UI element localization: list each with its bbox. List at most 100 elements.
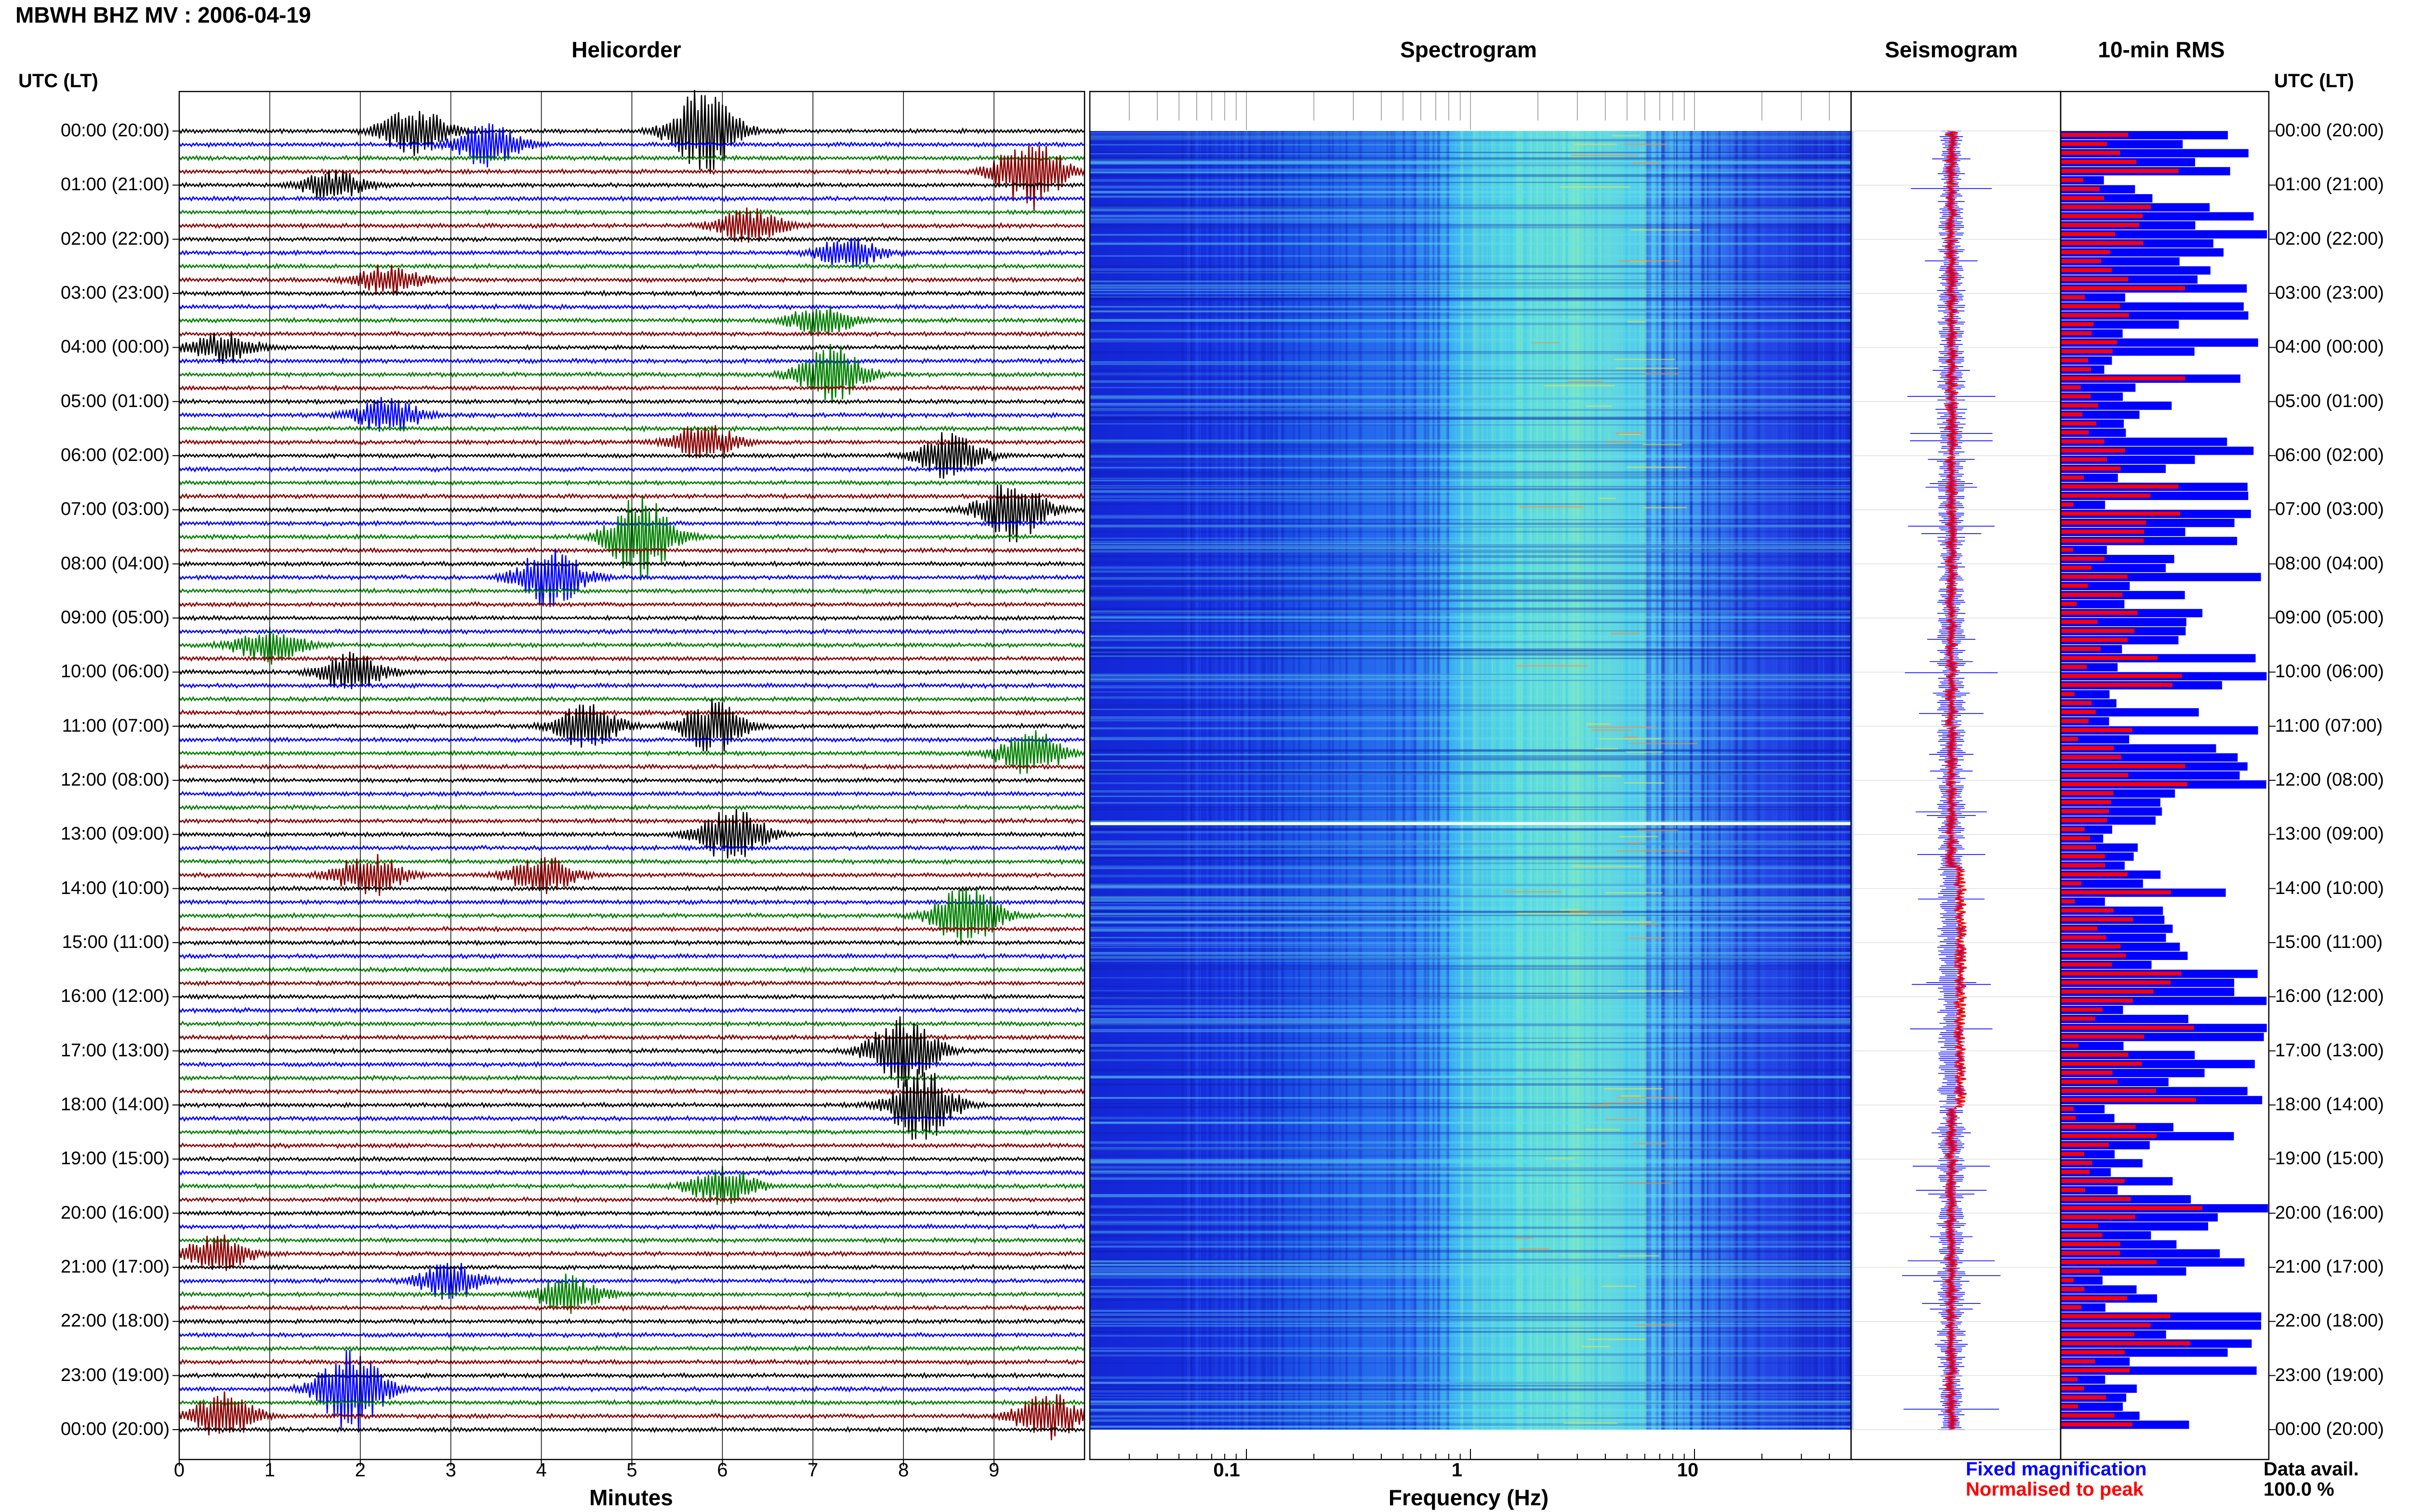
- spectrogram-band: [1519, 131, 1520, 1430]
- rms-bar-normalised: [2061, 665, 2087, 669]
- spectrogram-row: [1090, 153, 1851, 155]
- spectrogram-row: [1090, 635, 1851, 638]
- spectrogram-row: [1090, 1166, 1851, 1168]
- rms-bar-normalised: [2061, 412, 2082, 417]
- spectrogram-row: [1090, 791, 1851, 795]
- spectrogram-row: [1090, 1382, 1851, 1384]
- frequency-axis-label: Frequency (Hz): [1388, 1485, 1549, 1510]
- spectrogram-band: [1410, 131, 1414, 1430]
- spectrogram-band: [1713, 131, 1716, 1430]
- spectrogram-band: [1278, 131, 1281, 1430]
- spectrogram-band: [1462, 131, 1463, 1430]
- spectrogram-band: [1386, 131, 1389, 1430]
- spectrogram-row: [1090, 736, 1851, 739]
- spectrogram-band: [1673, 131, 1675, 1430]
- rms-bar-normalised: [2061, 611, 2138, 615]
- spectrogram-row: [1090, 499, 1851, 502]
- time-label-right: 23:00 (19:00): [2275, 1365, 2384, 1385]
- spectrogram-row: [1090, 1194, 1851, 1196]
- spectrogram-row: [1090, 380, 1851, 383]
- spectrogram-row: [1090, 617, 1851, 618]
- spectrogram-row: [1090, 1394, 1851, 1396]
- spectrogram-row: [1090, 596, 1851, 600]
- spectrogram-band: [1775, 131, 1779, 1430]
- spectrogram-band: [1682, 131, 1685, 1430]
- spectrogram-hotspot: [1630, 229, 1700, 231]
- spectrogram-row: [1090, 163, 1851, 165]
- spectrogram-row: [1090, 1426, 1851, 1428]
- spectrogram-band: [1209, 131, 1212, 1430]
- utc-label-left: UTC (LT): [18, 70, 98, 92]
- time-label-left: 15:00 (11:00): [62, 932, 170, 952]
- rms-bar-normalised: [2061, 1395, 2106, 1400]
- spectrogram-band: [1260, 131, 1263, 1430]
- spectrogram-row: [1090, 577, 1851, 580]
- spectrogram-band: [1432, 131, 1434, 1430]
- rms-bar-normalised: [2061, 827, 2085, 831]
- spectrogram-row: [1090, 136, 1851, 139]
- spectrogram-band: [1463, 131, 1464, 1430]
- spectrogram-band: [1308, 131, 1310, 1430]
- spectrogram-row: [1090, 727, 1851, 730]
- spectrogram-row: [1090, 590, 1851, 591]
- spectrogram-row: [1090, 134, 1851, 137]
- spectrogram-row: [1090, 160, 1851, 162]
- spectrogram-row: [1090, 599, 1851, 600]
- spectrogram-row: [1090, 224, 1851, 226]
- spectrogram-row: [1090, 929, 1851, 932]
- spectrogram-row: [1090, 540, 1851, 543]
- spectrogram-hotspot: [1626, 842, 1643, 844]
- spectrogram-row: [1090, 1044, 1851, 1047]
- spectrogram-band: [1690, 131, 1693, 1430]
- rms-bar-normalised: [2061, 800, 2111, 804]
- spectrogram-row: [1090, 204, 1851, 206]
- spectrogram-row: [1090, 1059, 1851, 1062]
- rms-bar-normalised: [2061, 782, 2187, 787]
- time-label-right: 15:00 (11:00): [2275, 932, 2383, 952]
- spectrogram-row: [1090, 1231, 1851, 1234]
- spectrogram-row: [1090, 771, 1851, 774]
- time-label-right: 09:00 (05:00): [2275, 607, 2384, 628]
- spectrogram-row: [1090, 1158, 1851, 1161]
- spectrogram-row: [1090, 943, 1851, 945]
- rms-bar-normalised: [2061, 1062, 2142, 1066]
- spectrogram-row: [1090, 995, 1851, 999]
- spectrogram-row: [1090, 570, 1851, 573]
- spectrogram-band: [1663, 131, 1664, 1430]
- spectrogram-row: [1090, 621, 1851, 623]
- spectrogram-band: [1425, 131, 1427, 1430]
- spectrogram-band: [1447, 131, 1449, 1430]
- spectrogram-row: [1090, 397, 1851, 400]
- spectrogram-row: [1090, 655, 1851, 657]
- spectrogram-row: [1090, 466, 1851, 469]
- spectrogram-row: [1090, 219, 1851, 222]
- spectrogram-hotspot: [1581, 1346, 1610, 1348]
- spectrogram-row: [1090, 157, 1851, 160]
- spectrogram-band: [1346, 131, 1348, 1430]
- spectrogram-band: [1292, 131, 1294, 1430]
- spectrogram-band: [1511, 131, 1513, 1430]
- spectrogram-row: [1090, 572, 1851, 575]
- spectrogram-row: [1090, 222, 1851, 224]
- rms-bar-normalised: [2061, 737, 2078, 741]
- spectrogram-band: [1517, 131, 1520, 1430]
- spectrogram-row: [1090, 369, 1851, 371]
- rms-bar-normalised: [2061, 1179, 2125, 1183]
- spectrogram-row: [1090, 1275, 1851, 1276]
- spectrogram-band: [1789, 131, 1791, 1430]
- spectrogram-row: [1090, 566, 1851, 568]
- spectrogram-hotspot: [1628, 743, 1698, 745]
- spectrogram-hotspot: [1632, 162, 1660, 164]
- spectrogram-row: [1090, 1273, 1851, 1275]
- rms-bar-normalised: [2061, 268, 2112, 273]
- spectrogram-band: [1543, 131, 1547, 1430]
- spectrogram-band: [1433, 131, 1435, 1430]
- rms-bar-normalised: [2061, 592, 2122, 597]
- spectrogram-row: [1090, 208, 1851, 210]
- spectrogram-hotspot: [1603, 1088, 1663, 1090]
- spectrogram-band: [1320, 131, 1321, 1430]
- spectrogram-hotspot: [1633, 1143, 1668, 1144]
- spectrogram-band: [1801, 131, 1804, 1430]
- spectrogram-row: [1090, 615, 1851, 618]
- spectrogram-row: [1090, 1376, 1851, 1380]
